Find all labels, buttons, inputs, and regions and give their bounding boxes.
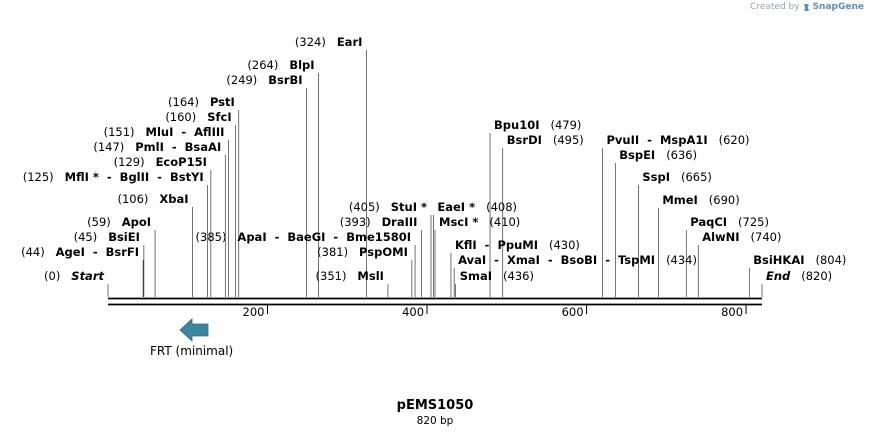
site-kfli[interactable]: KflI - PpuMI (430) [450, 238, 580, 297]
site-paqci[interactable]: PaqCI (725) [685, 215, 769, 297]
ruler-tick-label: 400 [402, 305, 424, 319]
snapgene-credit: Created by SnapGene [750, 2, 864, 12]
site-label: (405) StuI * [349, 200, 427, 214]
site-bsrbi[interactable]: (249) BsrBI [226, 73, 307, 297]
site-label: BsrDI (495) [507, 133, 584, 147]
site-label: EaeI * (408) [437, 200, 517, 214]
site-label: MscI * (410) [439, 215, 520, 229]
site-label: BsiHKAI (804) [753, 253, 846, 267]
site-label: MmeI (690) [662, 193, 739, 207]
restriction-sites: (0) Start (44) AgeI - BsrFI(45) BsiEI(59)… [21, 35, 846, 297]
site-label: (385) ApaI - BaeGI - Bme1580I [196, 230, 412, 244]
site-blpi[interactable]: (264) BlpI [247, 58, 319, 297]
site-label: (324) EarI [295, 35, 362, 49]
site-label: (45) BsiEI [74, 230, 140, 244]
site-label: AvaI - XmaI - BsoBI - TspMI (434) [458, 253, 697, 267]
ruler-tick-label: 200 [243, 305, 265, 319]
site-label: (44) AgeI - BsrFI [21, 245, 139, 259]
site-eaei[interactable]: EaeI * (408) [433, 200, 517, 297]
site-pspomi[interactable]: (381) PspOMI [317, 245, 413, 297]
site-label: SspI (665) [642, 170, 712, 184]
site-mfli[interactable]: (125) MflI * - BglII - BstYI [23, 170, 208, 297]
site-start[interactable]: (0) Start [44, 269, 109, 297]
site-bpu10i[interactable]: Bpu10I (479) [489, 118, 581, 297]
site-bsiei[interactable]: (45) BsiEI [74, 230, 145, 297]
site-label: (0) Start [44, 269, 104, 283]
site-mmei[interactable]: MmeI (690) [658, 193, 740, 297]
site-xbai[interactable]: (106) XbaI [117, 192, 193, 297]
site-label: (129) EcoP15I [114, 155, 207, 169]
site-label: (351) MslI [316, 269, 384, 283]
site-label: (125) MflI * - BglII - BstYI [23, 170, 204, 184]
site-label: (164) PstI [168, 95, 235, 109]
site-label: End (820) [766, 269, 832, 283]
credit-brand: SnapGene [812, 2, 864, 12]
site-label: PaqCI (725) [690, 215, 769, 229]
site-draiii[interactable]: (393) DraIII [340, 215, 422, 297]
site-label: (160) SfcI [165, 110, 231, 124]
ruler-tick-label: 600 [562, 305, 584, 319]
site-agei[interactable]: (44) AgeI - BsrFI [21, 245, 144, 297]
feature-frt[interactable] [179, 318, 209, 342]
site-msci[interactable]: MscI * (410) [434, 215, 520, 297]
site-msli[interactable]: (351) MslI [316, 269, 389, 297]
site-label: (393) DraIII [340, 215, 418, 229]
site-label: (147) PmlI - BsaAI [93, 140, 221, 154]
site-label: (249) BsrBI [226, 73, 302, 87]
site-apai[interactable]: (385) ApaI - BaeGI - Bme1580I [196, 230, 416, 297]
site-smai[interactable]: SmaI (436) [455, 269, 534, 297]
feature-frt-arrow[interactable] [179, 318, 209, 342]
site-mlui[interactable]: (151) MluI - AflIII [104, 125, 229, 297]
site-pvuii[interactable]: PvuII - MspA1I (620) [602, 133, 750, 297]
site-apoi[interactable]: (59) ApoI [87, 215, 156, 297]
site-sfci[interactable]: (160) SfcI [165, 110, 236, 297]
site-bspei[interactable]: BspEI (636) [614, 148, 697, 297]
site-label: KflI - PpuMI (430) [455, 238, 580, 252]
site-label: SmaI (436) [460, 269, 534, 283]
site-label: (151) MluI - AflIII [104, 125, 225, 139]
snapgene-logo-icon [803, 3, 809, 11]
site-eari[interactable]: (324) EarI [295, 35, 367, 297]
credit-prefix: Created by [750, 2, 800, 12]
site-label: (106) XbaI [117, 192, 188, 206]
site-alwni[interactable]: AlwNI (740) [697, 230, 781, 297]
site-ecop15i[interactable]: (129) EcoP15I [114, 155, 212, 297]
site-psti[interactable]: (164) PstI [168, 95, 240, 297]
site-label: PvuII - MspA1I (620) [606, 133, 749, 147]
site-label: BspEI (636) [619, 148, 697, 162]
backbone [108, 297, 762, 306]
site-pmli[interactable]: (147) PmlI - BsaAI [93, 140, 226, 297]
map-title-block: pEMS1050 820 bp [0, 398, 870, 428]
site-label: Bpu10I (479) [494, 118, 581, 132]
site-bsrdi[interactable]: BsrDI (495) [502, 133, 584, 297]
site-label: AlwNI (740) [702, 230, 781, 244]
plasmid-name: pEMS1050 [396, 398, 474, 413]
site-label: (59) ApoI [87, 215, 151, 229]
site-label: (381) PspOMI [317, 245, 408, 259]
feature-frt-label: FRT (minimal) [150, 344, 234, 358]
plasmid-length: 820 bp [416, 415, 454, 427]
site-bsihkai[interactable]: BsiHKAI (804) [748, 253, 846, 297]
site-sspi[interactable]: SspI (665) [638, 170, 712, 297]
ruler: 200 400 600 800 [243, 305, 747, 319]
site-stui[interactable]: (405) StuI * [349, 200, 432, 297]
site-end[interactable]: End (820) [761, 269, 832, 297]
ruler-tick-label: 800 [721, 305, 743, 319]
site-avai[interactable]: AvaI - XmaI - BsoBI - TspMI (434) [453, 253, 697, 297]
site-label: (264) BlpI [247, 58, 314, 72]
